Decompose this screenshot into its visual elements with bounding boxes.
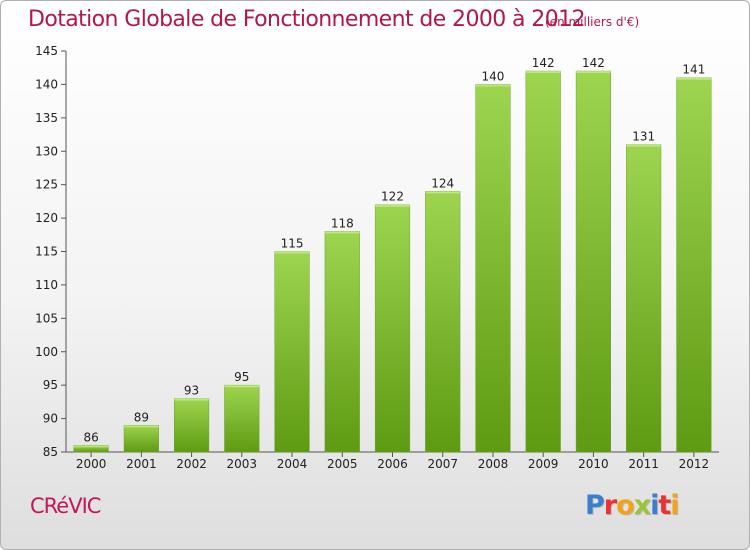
y-tick-label: 145: [35, 44, 58, 58]
bar-2009: [525, 70, 561, 453]
chart-title: Dotation Globale de Fonctionnement de 20…: [28, 7, 586, 32]
value-label: 124: [431, 176, 454, 190]
bar-highlight: [73, 445, 109, 448]
x-tick-label: 2009: [528, 457, 559, 471]
value-label: 131: [632, 130, 655, 144]
value-label: 141: [682, 63, 705, 77]
y-tick-label: 95: [43, 378, 58, 392]
bar-highlight: [676, 77, 712, 80]
bar-2012: [676, 77, 712, 453]
x-axis: 2000 2001 2002 2003 2004 2005 2006 2007 2008 2009…: [66, 451, 719, 471]
x-tick-label: 2012: [679, 457, 710, 471]
x-tick-label: 2010: [578, 457, 609, 471]
value-label: 142: [532, 56, 555, 70]
commune-name: CRéVIC: [30, 494, 101, 518]
bar-highlight: [174, 398, 209, 401]
y-tick-label: 105: [35, 311, 58, 325]
value-label: 140: [482, 69, 505, 83]
value-label: 86: [83, 430, 98, 444]
bar-highlight: [525, 71, 561, 74]
y-tick-label: 120: [35, 211, 58, 225]
bar-highlight: [576, 71, 611, 74]
value-labels-group: 86 89 93 95 115 118 122 124 140 142 142 131 141: [83, 56, 705, 444]
value-label: 115: [281, 237, 304, 251]
logo-letter: P: [585, 490, 605, 521]
y-tick-label: 85: [43, 445, 58, 459]
bar-highlight: [475, 84, 511, 87]
logo-letter: i: [650, 490, 659, 521]
value-label: 118: [331, 216, 354, 230]
logo-letter: r: [603, 490, 617, 521]
x-tick-label: 2011: [628, 457, 659, 471]
bar-highlight: [324, 231, 360, 234]
bar-highlight: [274, 251, 310, 254]
logo-letter: x: [633, 490, 651, 521]
y-tick-label: 130: [35, 144, 58, 158]
logo-letter: o: [616, 490, 635, 521]
proxiti-logo[interactable]: Proxiti: [585, 490, 680, 521]
bar-2003: [224, 384, 260, 453]
bar-2010: [575, 70, 612, 453]
bars-group: [73, 70, 712, 453]
value-label: 122: [381, 190, 404, 204]
y-tick-label: 110: [35, 278, 58, 292]
y-tick-label: 90: [43, 412, 58, 426]
bar-2008: [475, 84, 511, 453]
x-tick-label: 2006: [377, 457, 408, 471]
bar-highlight: [626, 144, 661, 147]
bar-2002: [173, 398, 210, 453]
value-label: 89: [134, 410, 149, 424]
y-tick-label: 125: [35, 178, 58, 192]
y-tick-label: 115: [35, 245, 58, 259]
bar-highlight: [224, 385, 260, 388]
bar-2005: [324, 231, 360, 453]
bar-2006: [374, 204, 411, 453]
bar-2011: [626, 144, 662, 453]
x-tick-label: 2005: [327, 457, 358, 471]
bar-highlight: [124, 425, 159, 428]
y-axis: 85 90 95 100 105 110 115 120 125 130 135 140 145: [35, 44, 67, 459]
logo-letter: i: [670, 490, 679, 521]
y-tick-label: 100: [35, 345, 58, 359]
chart-subtitle: (en milliers d'€): [545, 15, 640, 29]
x-tick-label: 2007: [427, 457, 458, 471]
value-label: 93: [184, 384, 199, 398]
bar-highlight: [425, 191, 461, 194]
logo-letter: t: [658, 490, 671, 521]
y-tick-label: 140: [35, 77, 58, 91]
y-tick-label: 135: [35, 111, 58, 125]
x-tick-label: 2004: [277, 457, 308, 471]
value-label: 142: [582, 56, 605, 70]
x-tick-label: 2003: [227, 457, 258, 471]
x-tick-label: 2008: [478, 457, 509, 471]
bar-2004: [274, 251, 310, 453]
value-label: 95: [234, 370, 249, 384]
x-tick-label: 2002: [176, 457, 207, 471]
bar-2001: [123, 425, 159, 453]
x-tick-label: 2001: [126, 457, 157, 471]
bar-2007: [425, 191, 461, 453]
bar-highlight: [375, 204, 410, 207]
x-tick-label: 2000: [76, 457, 107, 471]
